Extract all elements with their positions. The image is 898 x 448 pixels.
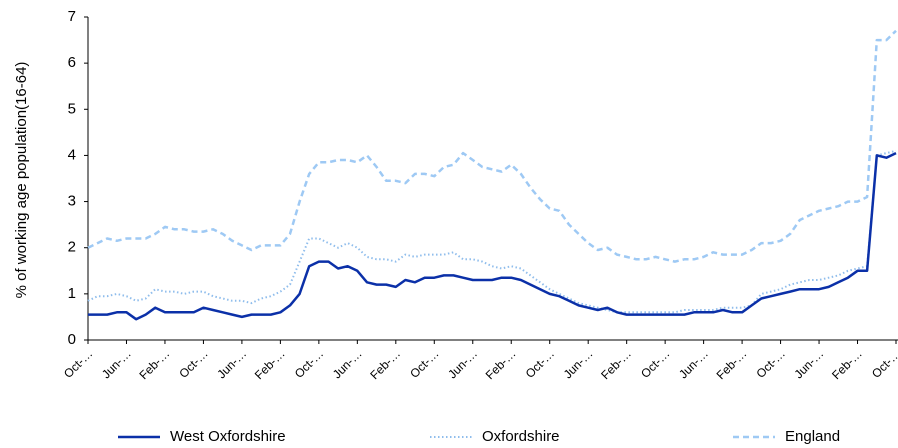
y-tick-label: 3 (68, 193, 76, 210)
x-tick-label: Oct-… (176, 346, 210, 380)
y-tick-label: 5 (68, 100, 76, 117)
x-tick-label: Feb-… (252, 346, 288, 382)
legend-label: England (785, 428, 840, 445)
x-tick-label: Oct-… (523, 346, 557, 380)
x-tick-label: Jun-… (792, 346, 827, 381)
y-tick-label: 0 (68, 331, 76, 348)
x-tick-label: Jun-… (445, 346, 480, 381)
x-tick-label: Feb-… (829, 346, 865, 382)
x-tick-label: Jun-… (99, 346, 134, 381)
x-tick-label: Oct-… (638, 346, 672, 380)
x-tick-label: Jun-… (676, 346, 711, 381)
x-tick-label: Feb-… (136, 346, 172, 382)
x-tick-label: Jun-… (330, 346, 365, 381)
x-tick-label: Feb-… (483, 346, 519, 382)
x-tick-label: Feb-… (367, 346, 403, 382)
series-line (87, 149, 897, 314)
legend-label: West Oxfordshire (170, 428, 286, 445)
y-axis-title: % of working age population(16-64) (13, 62, 30, 299)
x-tick-label: Oct-… (407, 346, 441, 380)
x-tick-label: Oct-… (869, 346, 898, 380)
x-tick-label: Jun-… (561, 346, 596, 381)
legend-label: Oxfordshire (482, 428, 560, 445)
y-tick-label: 6 (68, 54, 76, 71)
x-tick-label: Feb-… (598, 346, 634, 382)
y-tick-label: 7 (68, 8, 76, 25)
series-line (87, 29, 897, 263)
y-tick-label: 2 (68, 239, 76, 256)
x-tick-label: Jun-… (214, 346, 249, 381)
x-tick-label: Feb-… (714, 346, 750, 382)
x-tick-label: Oct-… (61, 346, 95, 380)
series-line (88, 151, 897, 321)
x-tick-label: Oct-… (754, 346, 788, 380)
y-tick-label: 1 (68, 285, 76, 302)
x-tick-label: Oct-… (292, 346, 326, 380)
y-tick-label: 4 (68, 146, 76, 163)
